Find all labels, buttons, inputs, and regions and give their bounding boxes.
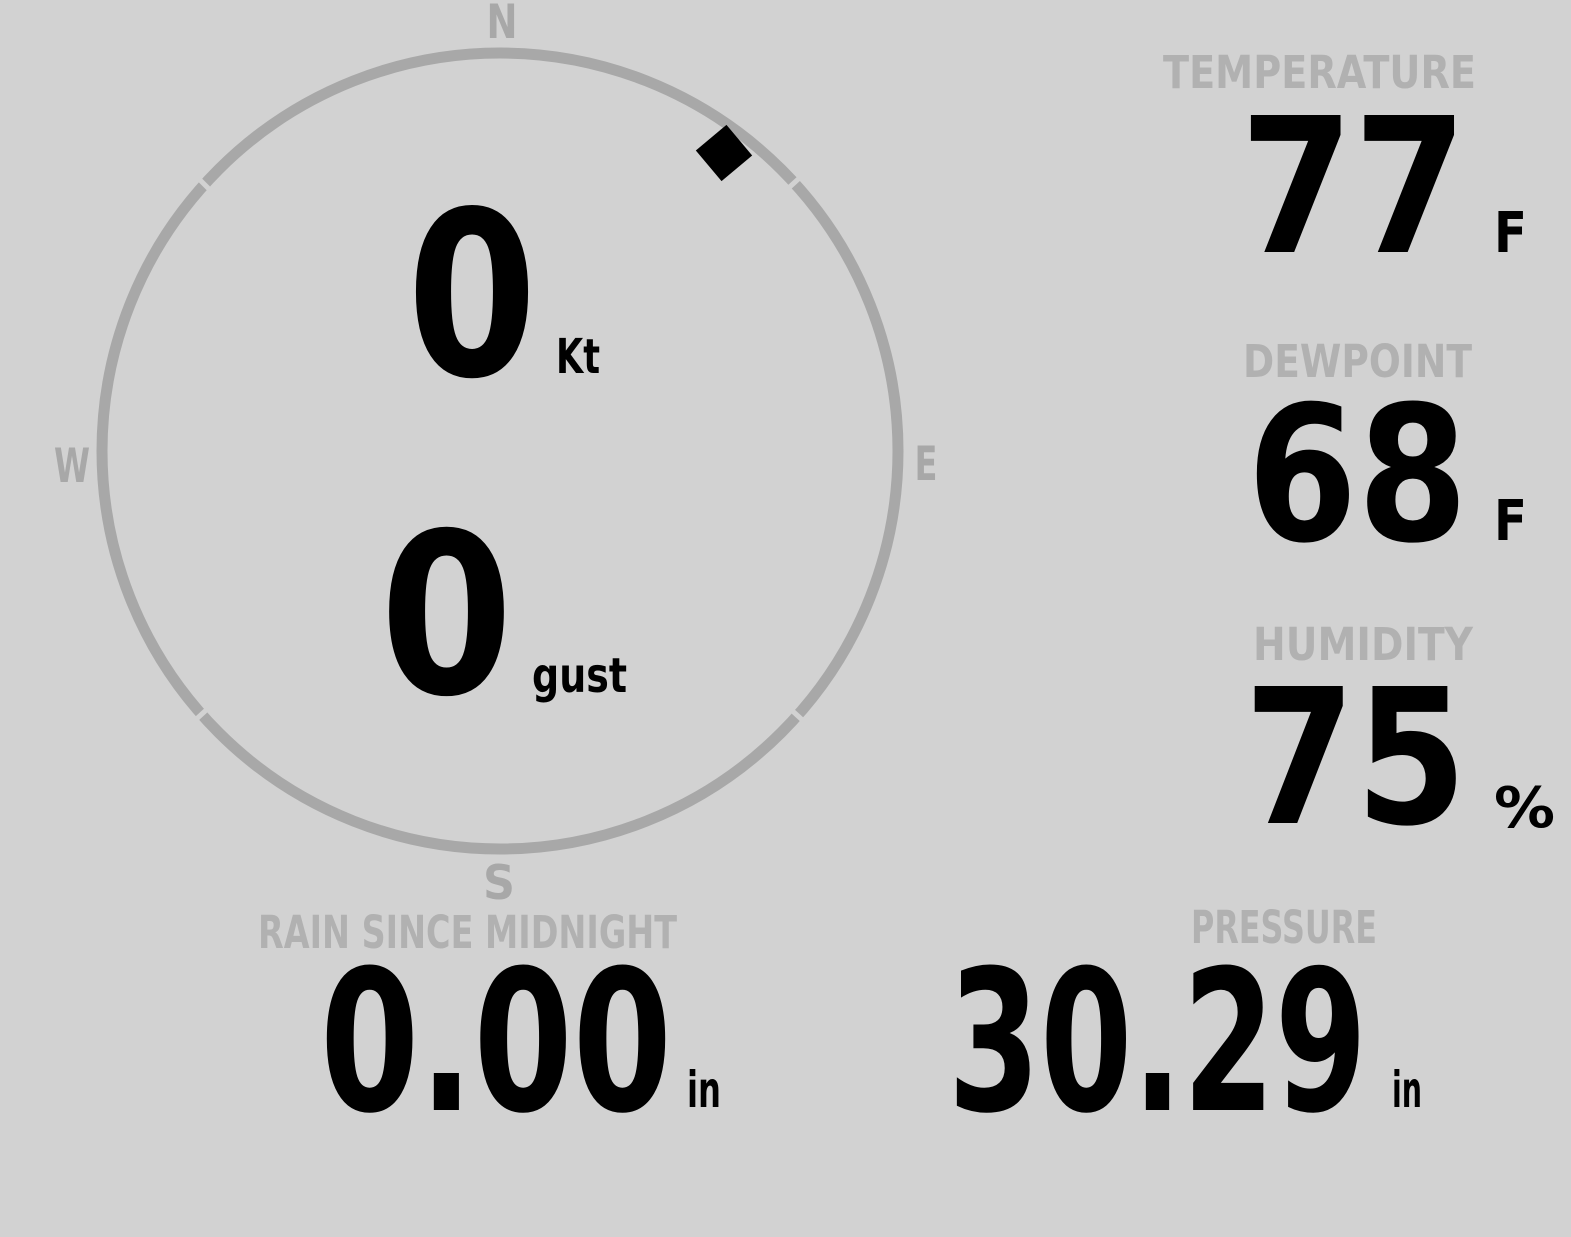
compass-label-south: S: [483, 856, 515, 911]
wind-direction-marker-icon: [695, 124, 753, 182]
pressure-unit: in: [1392, 1061, 1422, 1119]
pressure-metric: PRESSURE 30.29 in: [948, 901, 1422, 1157]
rain-unit: in: [687, 1061, 721, 1119]
temperature-unit: F: [1494, 201, 1527, 266]
compass-notch-se: [784, 703, 812, 729]
temperature-value: 77: [1240, 78, 1467, 297]
dewpoint-metric: DEWPOINT 68 F: [1243, 335, 1527, 585]
wind-speed-unit: Kt: [556, 329, 600, 385]
wind-gauge: N E S W 0 Kt 0 gust: [54, 0, 938, 911]
compass-notch-sw: [189, 700, 217, 726]
pressure-label: PRESSURE: [1191, 901, 1377, 954]
compass-notch-nw: [187, 167, 213, 193]
wind-speed-value: 0: [407, 163, 537, 430]
temperature-metric: TEMPERATURE 77 F: [1163, 46, 1527, 297]
dewpoint-label: DEWPOINT: [1243, 335, 1472, 388]
humidity-label: HUMIDITY: [1253, 618, 1474, 671]
rain-metric: RAIN SINCE MIDNIGHT 0.00 in: [258, 906, 721, 1157]
temperature-label: TEMPERATURE: [1163, 46, 1476, 99]
pressure-value: 30.29: [948, 929, 1367, 1157]
humidity-metric: HUMIDITY 75 %: [1244, 618, 1555, 868]
rain-label: RAIN SINCE MIDNIGHT: [258, 906, 677, 959]
humidity-value: 75: [1244, 649, 1467, 868]
compass-label-east: E: [915, 437, 938, 492]
dewpoint-unit: F: [1494, 489, 1527, 554]
dewpoint-value: 68: [1247, 366, 1468, 585]
compass-ring: [96, 47, 904, 855]
wind-gust-value: 0: [380, 485, 513, 746]
humidity-unit: %: [1494, 776, 1555, 841]
compass-ring-notches: [187, 167, 812, 729]
rain-value: 0.00: [320, 929, 672, 1157]
compass-notch-ne: [780, 170, 808, 196]
compass-label-north: N: [487, 0, 518, 50]
compass-label-west: W: [54, 439, 90, 494]
wind-gust-unit: gust: [532, 648, 627, 704]
